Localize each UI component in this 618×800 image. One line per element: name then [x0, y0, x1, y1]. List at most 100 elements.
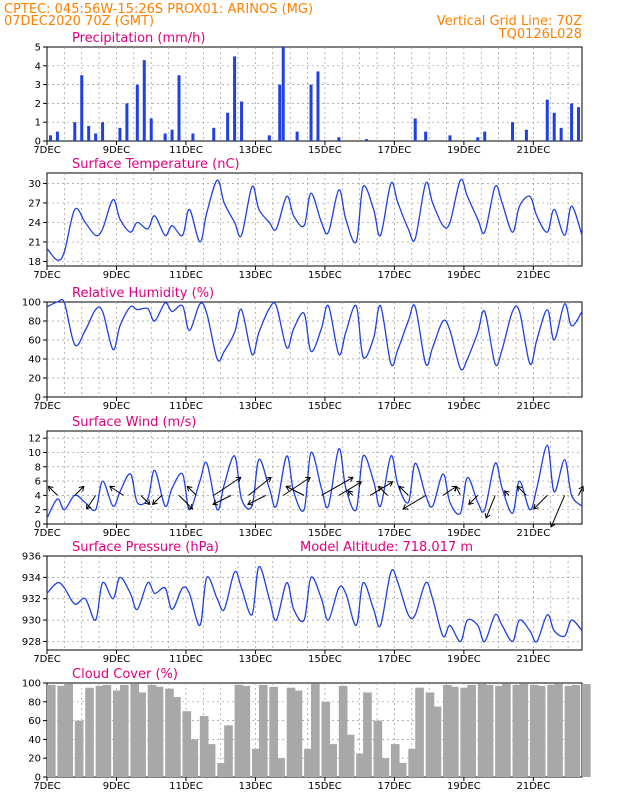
precip-bar [281, 47, 285, 141]
precip-bar [267, 135, 271, 141]
wind-vector [178, 495, 193, 510]
wind-vector [248, 476, 272, 496]
header-line2-right: Vertical Grid Line: 70Z [437, 14, 582, 29]
cloud-bar [512, 684, 522, 777]
cloud-bar [321, 701, 331, 777]
xtick-label: 9DEC [103, 528, 130, 539]
wind-arrowhead [212, 499, 219, 506]
xtick-label: 17DEC [378, 654, 412, 665]
cloud-bar [199, 715, 209, 777]
precip-bar [48, 135, 52, 141]
precip-bar [316, 71, 320, 141]
ytick-label: 930 [22, 616, 41, 627]
wind-arrowhead [86, 503, 92, 510]
cloud-bar [130, 683, 140, 777]
xtick-label: 13DEC [239, 270, 273, 281]
ytick-label: 80 [28, 317, 41, 328]
wind-vector [578, 486, 584, 496]
cloud-bar [293, 690, 303, 777]
xtick-label: 15DEC [308, 145, 342, 156]
xtick-label: 13DEC [239, 145, 273, 156]
wind-arrowhead [265, 476, 272, 483]
precip-bar [309, 84, 313, 141]
cloud-bar [119, 684, 129, 777]
ytick-label: 5 [35, 43, 41, 54]
cloud-bar [74, 720, 84, 777]
wind-arrowhead [516, 485, 523, 492]
wind-arrowhead [454, 485, 461, 492]
xtick-label: 15DEC [308, 528, 342, 539]
ytick-label: 6 [35, 477, 41, 488]
wind-vector [347, 490, 354, 496]
precip-bar [191, 133, 195, 141]
xtick-label: 19DEC [447, 528, 481, 539]
wind-arrowhead [305, 476, 311, 483]
wind-vector [378, 486, 388, 496]
wind-arrowhead [347, 476, 354, 483]
xtick-label: 21DEC [516, 145, 550, 156]
wind-arrowhead [484, 512, 491, 519]
cloud-bar [443, 684, 452, 777]
wind-arrowhead [377, 485, 384, 492]
cloud-bar [408, 748, 417, 777]
wind-vector [485, 495, 496, 519]
cloud-bar [304, 748, 313, 777]
ytick-label: 40 [28, 735, 41, 746]
wind-arrowhead [387, 481, 394, 487]
xtick-label: 17DEC [378, 145, 412, 156]
cloud-bar [477, 683, 487, 777]
wind-arrowhead [578, 485, 584, 492]
precip-bar [240, 101, 244, 141]
wind-arrowhead [144, 499, 151, 506]
xtick-label: 15DEC [308, 270, 342, 281]
xtick-label: 9DEC [103, 401, 130, 412]
cloud-bar [502, 683, 511, 777]
cloud-bar [390, 744, 400, 777]
xtick-label: 7DEC [33, 145, 60, 156]
ytick-label: 2 [35, 505, 41, 516]
xtick-label: 19DEC [447, 781, 481, 792]
precip-bar [577, 107, 581, 141]
header-line1: CPTEC: 045:56W-15:26S PROX01: ARINOS (MG… [4, 2, 313, 17]
xtick-label: 7DEC [33, 654, 60, 665]
xtick-label: 11DEC [169, 654, 203, 665]
precip-bar [177, 75, 181, 141]
panel-frame [46, 301, 583, 398]
precip-bar [511, 122, 515, 141]
cloud-bar [269, 686, 278, 777]
cloud-bar [338, 685, 348, 777]
wind-vector [86, 495, 97, 510]
xtick-label: 13DEC [239, 528, 273, 539]
precip-bar [163, 133, 167, 141]
ytick-label: 4 [35, 61, 41, 72]
cloud-bar [241, 685, 251, 777]
cloud-bar [554, 683, 563, 777]
xtick-label: 7DEC [33, 528, 60, 539]
ytick-label: 27 [28, 198, 41, 209]
xtick-label: 7DEC [33, 270, 60, 281]
wind-arrowhead [356, 481, 363, 487]
precip-bar [448, 135, 452, 141]
ytick-label: 100 [22, 679, 41, 690]
cloud-bar [102, 684, 112, 777]
ytick-label: 0 [35, 137, 41, 148]
cloud-bar [137, 692, 146, 777]
cloud-bar [425, 692, 435, 777]
wind-vector [338, 481, 362, 496]
series-line [46, 444, 583, 519]
cloud-bar [57, 685, 67, 777]
wind-vector [285, 485, 305, 496]
wind-arrowhead [187, 503, 194, 510]
cloud-bar [529, 684, 539, 777]
precip-bar [570, 103, 574, 141]
wind-vector [109, 485, 124, 496]
header-line3-right: TQ0126L028 [498, 27, 582, 42]
cloud-bar [234, 684, 244, 777]
wind-vector [140, 495, 151, 505]
cloud-bar [449, 686, 459, 777]
ytick-label: 1 [35, 118, 41, 129]
xtick-label: 17DEC [378, 781, 412, 792]
wind-arrowhead [78, 485, 85, 492]
header-line2-left: 07DEC2020 70Z (GMT) [4, 14, 154, 29]
